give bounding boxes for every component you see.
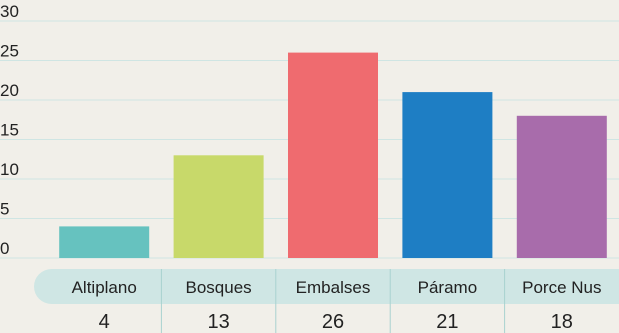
bar-porce-nus bbox=[516, 115, 607, 258]
bar-embalses bbox=[288, 52, 378, 258]
y-tick-label: 25 bbox=[0, 42, 19, 61]
bars bbox=[59, 52, 607, 258]
x-tick-label: Páramo bbox=[418, 278, 478, 297]
category-band bbox=[34, 269, 619, 333]
bar-altiplano bbox=[59, 226, 150, 258]
x-axis-labels: Altiplano Bosques Embalses Páramo Porce Nus bbox=[72, 278, 602, 297]
y-tick-label: 5 bbox=[0, 200, 9, 219]
data-value-label: 26 bbox=[322, 311, 344, 333]
y-tick-label: 10 bbox=[0, 160, 19, 179]
value-labels: 4 13 26 21 18 bbox=[99, 311, 573, 333]
data-value-label: 4 bbox=[99, 311, 110, 333]
data-value-label: 21 bbox=[436, 311, 458, 333]
y-tick-label: 0 bbox=[0, 239, 9, 258]
bar-p-ramo bbox=[402, 92, 493, 258]
x-tick-label: Bosques bbox=[186, 278, 252, 297]
y-tick-label: 30 bbox=[0, 2, 19, 21]
y-tick-label: 20 bbox=[0, 81, 19, 100]
category-band-background bbox=[34, 269, 619, 304]
x-tick-label: Embalses bbox=[296, 278, 371, 297]
x-tick-label: Porce Nus bbox=[522, 278, 601, 297]
y-tick-label: 15 bbox=[0, 121, 19, 140]
y-axis-ticks: 0 5 10 15 20 25 30 bbox=[0, 2, 19, 258]
bar-bosques bbox=[173, 155, 264, 258]
data-value-label: 18 bbox=[551, 311, 573, 333]
data-value-label: 13 bbox=[207, 311, 229, 333]
x-tick-label: Altiplano bbox=[72, 278, 137, 297]
